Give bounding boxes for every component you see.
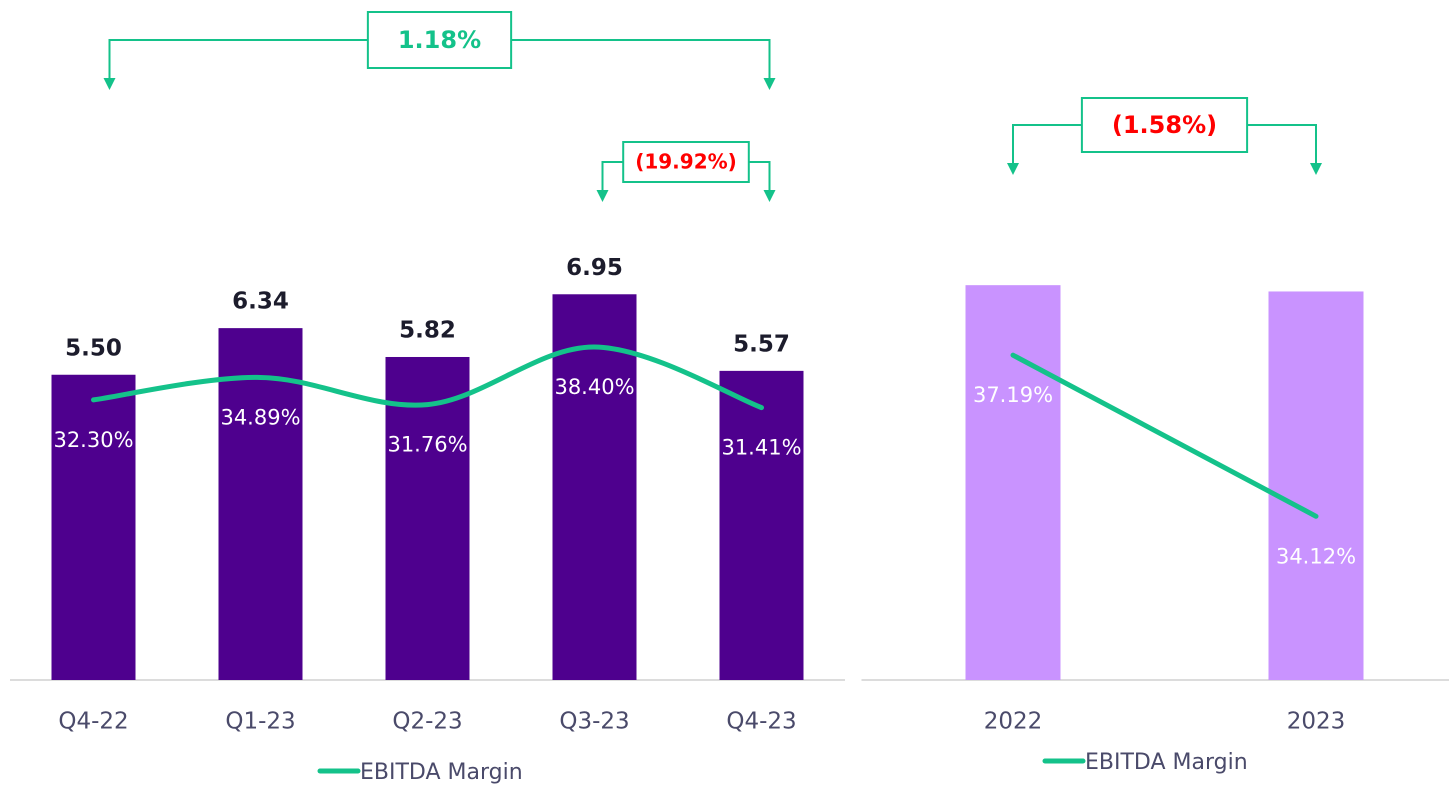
- annotation-arrow: [1007, 163, 1019, 175]
- bar-value-label: 5.82: [399, 317, 456, 343]
- legend-label: EBITDA Margin: [1085, 750, 1248, 775]
- x-tick-label: Q1-23: [225, 709, 295, 735]
- bar-value-label: 6.95: [566, 255, 623, 281]
- annotation-bracket: [748, 161, 771, 190]
- annotation-text: 1.18%: [398, 26, 481, 54]
- annotation-text: (1.58%): [1112, 111, 1217, 139]
- bar-value-label: 5.50: [65, 335, 122, 361]
- line: [1010, 352, 1319, 519]
- line: [91, 344, 764, 411]
- legend-label: EBITDA Margin: [360, 760, 523, 785]
- x-tick-label: Q2-23: [392, 709, 462, 735]
- annotation-bracket: [1012, 124, 1082, 163]
- x-tick-label: Q3-23: [559, 709, 629, 735]
- line-value-label: 31.41%: [721, 436, 801, 460]
- line-value-label: 34.12%: [1276, 544, 1356, 568]
- annotation-box: [622, 141, 750, 183]
- x-tick-label: 2022: [984, 709, 1043, 735]
- annotation-bracket: [511, 39, 771, 78]
- bar-value-label: 6.34: [232, 289, 289, 315]
- line-value-label: 31.76%: [387, 433, 467, 457]
- annotation-arrow: [1310, 163, 1322, 175]
- bar: [719, 370, 804, 680]
- annotation-bracket: [601, 161, 624, 190]
- annotation-text: (19.92%): [635, 150, 737, 174]
- line-value-label: 32.30%: [53, 428, 133, 452]
- bar: [218, 328, 303, 680]
- annotation-arrow: [763, 190, 776, 202]
- annotation-bracket: [1247, 124, 1317, 163]
- line-value-label: 37.19%: [973, 383, 1053, 407]
- annotation-arrow: [763, 78, 776, 90]
- bar-value-label: 5.57: [733, 331, 790, 357]
- annotation-bracket: [108, 39, 368, 78]
- bar: [965, 285, 1061, 680]
- annotation-arrow: [103, 78, 116, 90]
- line-value-label: 34.89%: [220, 405, 300, 429]
- annotation-box: [1080, 97, 1249, 153]
- annotation-box: [366, 11, 513, 69]
- x-tick-label: Q4-23: [726, 709, 796, 735]
- x-tick-label: 2023: [1287, 709, 1346, 735]
- x-tick-label: Q4-22: [58, 709, 128, 735]
- line-value-label: 38.40%: [554, 375, 634, 399]
- bar: [1268, 291, 1364, 680]
- bar: [552, 294, 637, 680]
- annotation-arrow: [596, 190, 609, 202]
- bar: [385, 356, 470, 680]
- bar: [51, 374, 136, 680]
